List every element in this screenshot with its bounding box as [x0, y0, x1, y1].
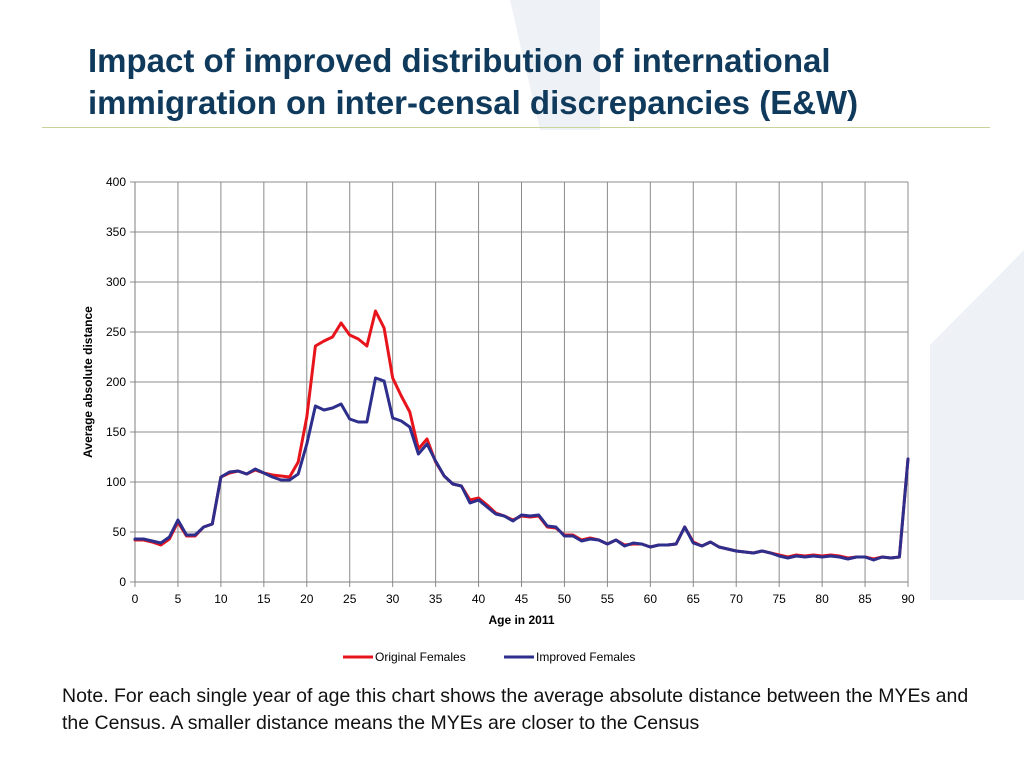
x-tick-label: 55 — [601, 592, 615, 606]
x-tick-label: 60 — [644, 592, 658, 606]
x-tick-label: 75 — [772, 592, 786, 606]
x-axis-title: Age in 2011 — [488, 613, 554, 627]
y-tick-label: 300 — [106, 275, 126, 289]
x-tick-label: 40 — [472, 592, 486, 606]
series-line-improved-females — [133, 376, 910, 562]
x-tick-label: 90 — [901, 592, 915, 606]
chart-grid — [134, 181, 909, 583]
legend-label-improved-females: Improved Females — [536, 650, 635, 664]
y-tick-label: 50 — [113, 525, 127, 539]
y-tick-label: 350 — [106, 225, 126, 239]
x-tick-label: 30 — [386, 592, 400, 606]
y-axis-title: Average absolute distance — [81, 306, 95, 458]
line-chart: 0 50 100 150 200 250 300 350 400 0 5 10 15 20 25 30 35 40… — [81, 175, 915, 664]
x-tick-label: 5 — [175, 592, 182, 606]
chart-note: Note. For each single year of age this c… — [62, 685, 969, 734]
x-tick-label: 10 — [214, 592, 228, 606]
x-tick-label: 45 — [515, 592, 529, 606]
x-tick-label: 35 — [429, 592, 443, 606]
chart-axes: 0 50 100 150 200 250 300 350 400 0 5 10 15 20 25 30 35 40… — [106, 175, 915, 606]
x-tick-label: 65 — [687, 592, 701, 606]
y-tick-label: 0 — [119, 575, 126, 589]
x-tick-label: 70 — [730, 592, 744, 606]
x-tick-label: 15 — [257, 592, 271, 606]
y-tick-label: 100 — [106, 475, 126, 489]
x-tick-label: 50 — [558, 592, 572, 606]
chart-series — [133, 309, 910, 562]
background-stripe-top — [510, 0, 600, 130]
background-stripe-right — [930, 250, 1024, 600]
y-tick-label: 200 — [106, 375, 126, 389]
title-divider — [42, 127, 990, 128]
chart-legend: Original Females Improved Females — [343, 650, 635, 664]
x-tick-label: 25 — [343, 592, 357, 606]
x-tick-label: 85 — [858, 592, 872, 606]
y-tick-label: 400 — [106, 175, 126, 189]
slide-title: Impact of improved distribution of inter… — [88, 42, 859, 121]
x-tick-label: 80 — [815, 592, 829, 606]
y-tick-label: 250 — [106, 325, 126, 339]
y-tick-label: 150 — [106, 425, 126, 439]
x-tick-label: 0 — [132, 592, 139, 606]
legend-label-original-females: Original Females — [375, 650, 466, 664]
x-tick-label: 20 — [300, 592, 314, 606]
